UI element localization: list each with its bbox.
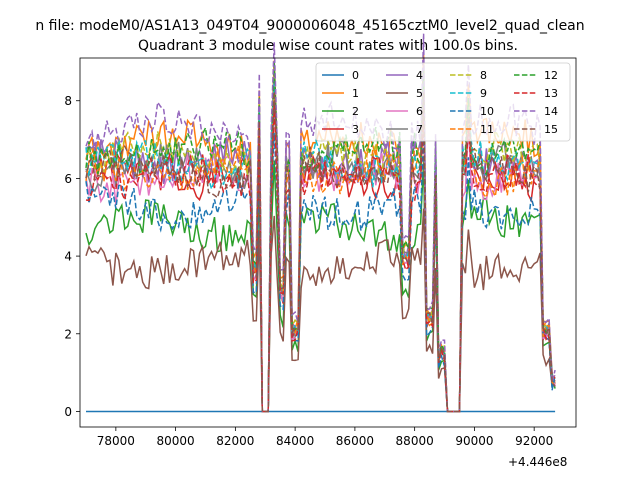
- x-tick-label: 84000: [276, 434, 314, 448]
- x-offset-label: +4.446e8: [508, 455, 567, 469]
- legend-label-13: 13: [544, 87, 558, 100]
- legend-label-15: 15: [544, 123, 558, 136]
- x-tick-label: 92000: [515, 434, 553, 448]
- legend-label-3: 3: [352, 123, 359, 136]
- x-tick-label: 80000: [157, 434, 195, 448]
- legend-label-9: 9: [480, 87, 487, 100]
- legend-box: [315, 62, 571, 142]
- legend-label-4: 4: [416, 69, 423, 82]
- legend-label-5: 5: [416, 87, 423, 100]
- legend-label-6: 6: [416, 105, 423, 118]
- figure-suptitle: n file: modeM0/AS1A13_049T04_9000006048_…: [35, 18, 584, 34]
- legend-label-12: 12: [544, 69, 558, 82]
- series-line-2: [85, 160, 556, 413]
- series-line-5: [85, 208, 556, 413]
- legend-label-8: 8: [480, 69, 487, 82]
- x-tick-label: 78000: [97, 434, 135, 448]
- y-tick-label: 2: [64, 327, 72, 341]
- series-line-13: [85, 102, 556, 413]
- chart-title: Quadrant 3 module wise count rates with …: [138, 38, 518, 54]
- legend-label-10: 10: [480, 105, 494, 118]
- legend-label-2: 2: [352, 105, 359, 118]
- x-tick-label: 90000: [455, 434, 493, 448]
- y-tick-label: 6: [64, 172, 72, 186]
- legend-label-14: 14: [544, 105, 558, 118]
- x-tick-label: 88000: [396, 434, 434, 448]
- plot-frame: [79, 57, 577, 428]
- legend-label-7: 7: [416, 123, 423, 136]
- series-line-10: [85, 132, 556, 413]
- series-line-15: [85, 91, 556, 413]
- axes-layer: 78000 80000 82000 84000 86000 88000 90000 92000…: [64, 57, 577, 448]
- x-tick-label: 86000: [336, 434, 374, 448]
- legend-label-1: 1: [352, 87, 359, 100]
- legend-label-0: 0: [352, 69, 359, 82]
- series-line-8: [85, 67, 556, 413]
- x-tick-label: 82000: [216, 434, 254, 448]
- y-tick-label: 4: [64, 250, 72, 264]
- legend-label-11: 11: [480, 123, 494, 136]
- series-line-11: [85, 92, 556, 413]
- y-tick-label: 8: [64, 94, 72, 108]
- y-tick-label: 0: [64, 405, 72, 419]
